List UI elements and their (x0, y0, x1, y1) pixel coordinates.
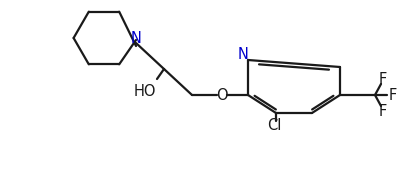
Text: F: F (379, 103, 387, 119)
Text: N: N (130, 31, 142, 46)
Text: N: N (238, 46, 248, 61)
Text: F: F (379, 71, 387, 87)
Text: O: O (216, 88, 228, 102)
Text: HO: HO (134, 83, 156, 98)
Text: Cl: Cl (267, 119, 281, 134)
Text: F: F (389, 88, 397, 102)
